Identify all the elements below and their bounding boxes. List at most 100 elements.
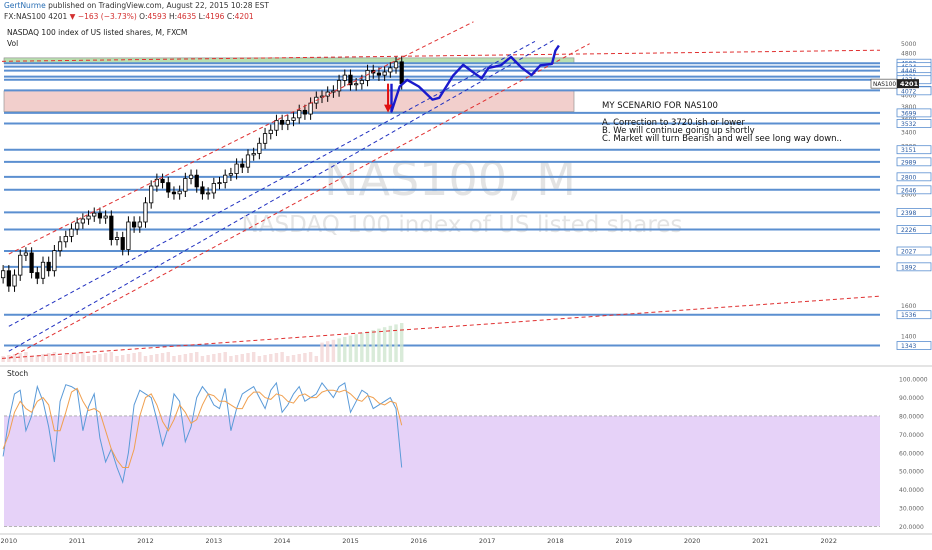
trend-line-red-long: [1, 295, 881, 359]
volume-bar: [394, 324, 398, 362]
candle-body: [120, 237, 125, 250]
volume-bar: [212, 354, 216, 362]
candle-body: [291, 117, 296, 121]
level-tag: [896, 119, 932, 128]
volume-bar: [166, 352, 170, 362]
volume-bar: [41, 354, 45, 362]
time-tick-label: 2013: [206, 537, 223, 545]
stoch-tick-label: 70.0000: [899, 432, 924, 439]
scenario-path: [390, 44, 560, 113]
volume-bar: [200, 356, 205, 362]
volume-bar: [143, 356, 148, 362]
stoch-band: [4, 415, 880, 527]
candle-body: [109, 215, 114, 241]
stoch-series-k: [2, 381, 403, 484]
volume-bar: [189, 353, 193, 362]
level-tag-label: 2989: [901, 159, 916, 166]
volume-bar: [195, 352, 199, 362]
candle-body: [285, 119, 290, 125]
volume-bar: [132, 353, 136, 362]
candle-body: [29, 252, 34, 273]
volume-bar: [343, 337, 347, 362]
volume-bar: [325, 341, 330, 362]
candle-body: [280, 119, 285, 125]
volume-bar: [371, 330, 375, 362]
volume-bar: [360, 332, 364, 362]
candle-body: [234, 163, 239, 174]
current-price-label: 4201: [900, 80, 919, 88]
candle-body: [35, 272, 40, 279]
change-value: ▼ −163 (−3.73%): [69, 12, 137, 21]
candle-body: [274, 119, 279, 131]
candle-body: [46, 261, 51, 272]
candle-body: [194, 174, 199, 188]
volume-bar: [348, 335, 353, 362]
author-link[interactable]: GertNurme: [4, 1, 46, 10]
candle-body: [63, 236, 68, 243]
candle-body: [75, 222, 80, 230]
level-tag: [896, 341, 932, 350]
level-tag: [896, 246, 932, 256]
volume-bar: [172, 356, 176, 362]
level-tag: [896, 145, 932, 155]
candle-body: [183, 178, 188, 192]
volume-bar: [1, 356, 5, 362]
time-tick-label: 2014: [274, 537, 291, 545]
level-tag-label: 3699: [901, 110, 916, 117]
candle-body: [223, 174, 228, 184]
stoch-tick-label: 100.0000: [899, 377, 928, 384]
level-tag: [896, 172, 932, 182]
price-tick-label: 2600: [901, 191, 916, 198]
candle-body: [262, 133, 268, 144]
time-axis[interactable]: 2010 2011 2012 2013 2014 2015 2016 2017 2018 2019…: [1, 537, 837, 545]
stoch-tick-label: 50.0000: [899, 469, 924, 476]
candle-body: [103, 215, 108, 219]
candle-body: [348, 74, 353, 86]
zone-support: [3, 90, 575, 112]
candle-body: [268, 129, 273, 134]
candle-body: [228, 173, 234, 176]
time-tick-label: 2015: [342, 537, 359, 545]
level-tag: [896, 225, 932, 234]
volume-label: Vol: [7, 39, 18, 48]
volume-bar: [251, 352, 256, 362]
candle-body: [388, 67, 393, 73]
annotation-line-a: A. Correction to 3720.ish or lower: [602, 118, 745, 128]
candle-body: [171, 191, 177, 195]
volume-bar: [29, 356, 34, 362]
annotation-line-c: C. Market will turn Bearish and well see…: [602, 134, 842, 144]
candle-body: [126, 221, 131, 250]
trend-line-red-flat: [1, 49, 881, 62]
candle-body: [257, 142, 262, 154]
time-tick-label: 2018: [547, 537, 564, 545]
candle-body: [160, 178, 165, 184]
price-axis[interactable]: 5000480044004200400038003600340032003000…: [870, 41, 932, 350]
watermark-description: NASDAQ 100 index of US listed shares: [242, 212, 683, 238]
volume-bar: [149, 355, 153, 362]
volume-bar: [291, 355, 296, 362]
candle-body: [137, 221, 142, 228]
low-label: L:: [198, 12, 206, 21]
time-tick-label: 2017: [479, 537, 496, 545]
candle-body: [308, 102, 313, 115]
candle-body: [143, 202, 148, 223]
volume-bar: [314, 356, 319, 362]
volume-bar: [223, 352, 227, 362]
level-tag-label: 2646: [901, 187, 916, 194]
candle-body: [382, 71, 387, 76]
trend-line-blue-upper: [8, 40, 536, 327]
volume-bar: [155, 354, 159, 362]
level-tag-label: 2398: [901, 210, 916, 217]
time-tick-label: 2021: [752, 537, 769, 545]
annotation-line-b: B. We will continue going up shortly: [602, 126, 755, 136]
volume-bar: [240, 354, 244, 362]
volume-bar: [46, 353, 51, 362]
volume-bar: [12, 354, 17, 362]
volume-bar: [229, 356, 233, 362]
stoch-axis[interactable]: 100.0000 90.0000 80.0000 70.0000 60.0000 50.0…: [899, 377, 928, 531]
time-tick-label: 2011: [69, 537, 86, 545]
volume-bar: [103, 353, 108, 362]
volume-bar: [388, 325, 393, 362]
volume-bar: [7, 355, 11, 362]
